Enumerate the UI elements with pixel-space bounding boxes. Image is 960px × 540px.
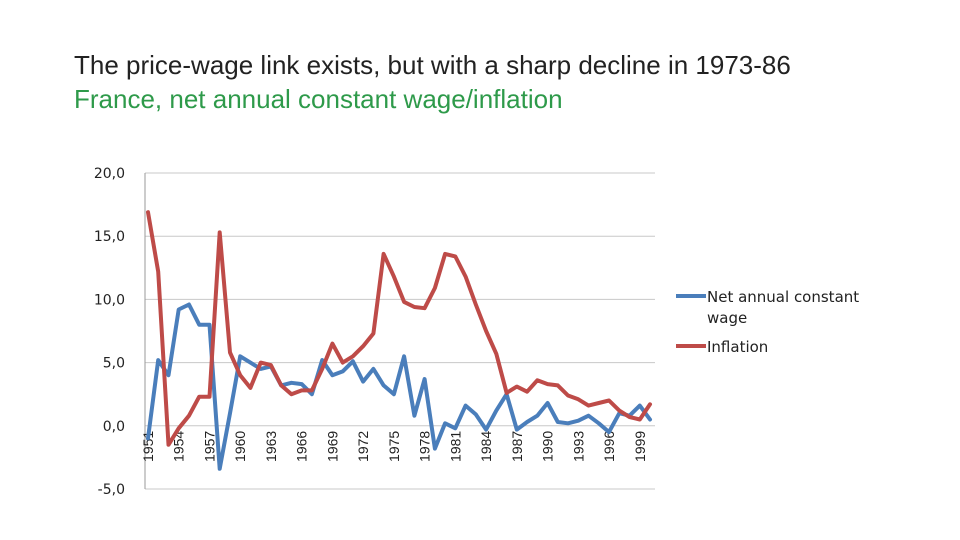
y-tick-label: 10,0	[94, 292, 125, 308]
x-tick-label: 1963	[263, 431, 279, 462]
x-tick-label: 1957	[201, 431, 217, 462]
x-tick-label: 1993	[570, 431, 586, 462]
y-tick-label: 20,0	[94, 166, 125, 182]
x-tick-label: 1981	[447, 431, 463, 462]
x-tick-label: 1966	[294, 431, 310, 462]
y-tick-label: -5,0	[98, 482, 125, 498]
series-line-wage	[146, 302, 652, 471]
legend-label: Inflation	[707, 338, 768, 356]
x-tick-label: 1951	[140, 431, 156, 462]
legend-label: wage	[707, 309, 747, 327]
x-tick-label: 1972	[355, 431, 371, 462]
y-tick-label: 0,0	[103, 419, 125, 435]
x-tick-label: 1975	[386, 431, 402, 462]
x-tick-label: 1969	[324, 431, 340, 462]
legend-label: Net annual constant	[707, 288, 859, 306]
x-tick-label: 1990	[540, 431, 556, 462]
x-tick-label: 1999	[632, 431, 648, 462]
x-tick-label: 1987	[509, 431, 525, 462]
x-tick-label: 1978	[417, 431, 433, 462]
x-tick-label: 1996	[601, 431, 617, 462]
series-line-inflation	[146, 210, 652, 447]
slide-title: The price-wage link exists, but with a s…	[74, 50, 791, 80]
y-tick-label: 15,0	[94, 229, 125, 245]
slide-subtitle: France, net annual constant wage/inflati…	[74, 84, 563, 114]
title-block: The price-wage link exists, but with a s…	[74, 48, 791, 116]
y-tick-label: 5,0	[103, 356, 125, 372]
x-tick-label: 1960	[232, 431, 248, 462]
x-tick-label: 1984	[478, 431, 494, 462]
